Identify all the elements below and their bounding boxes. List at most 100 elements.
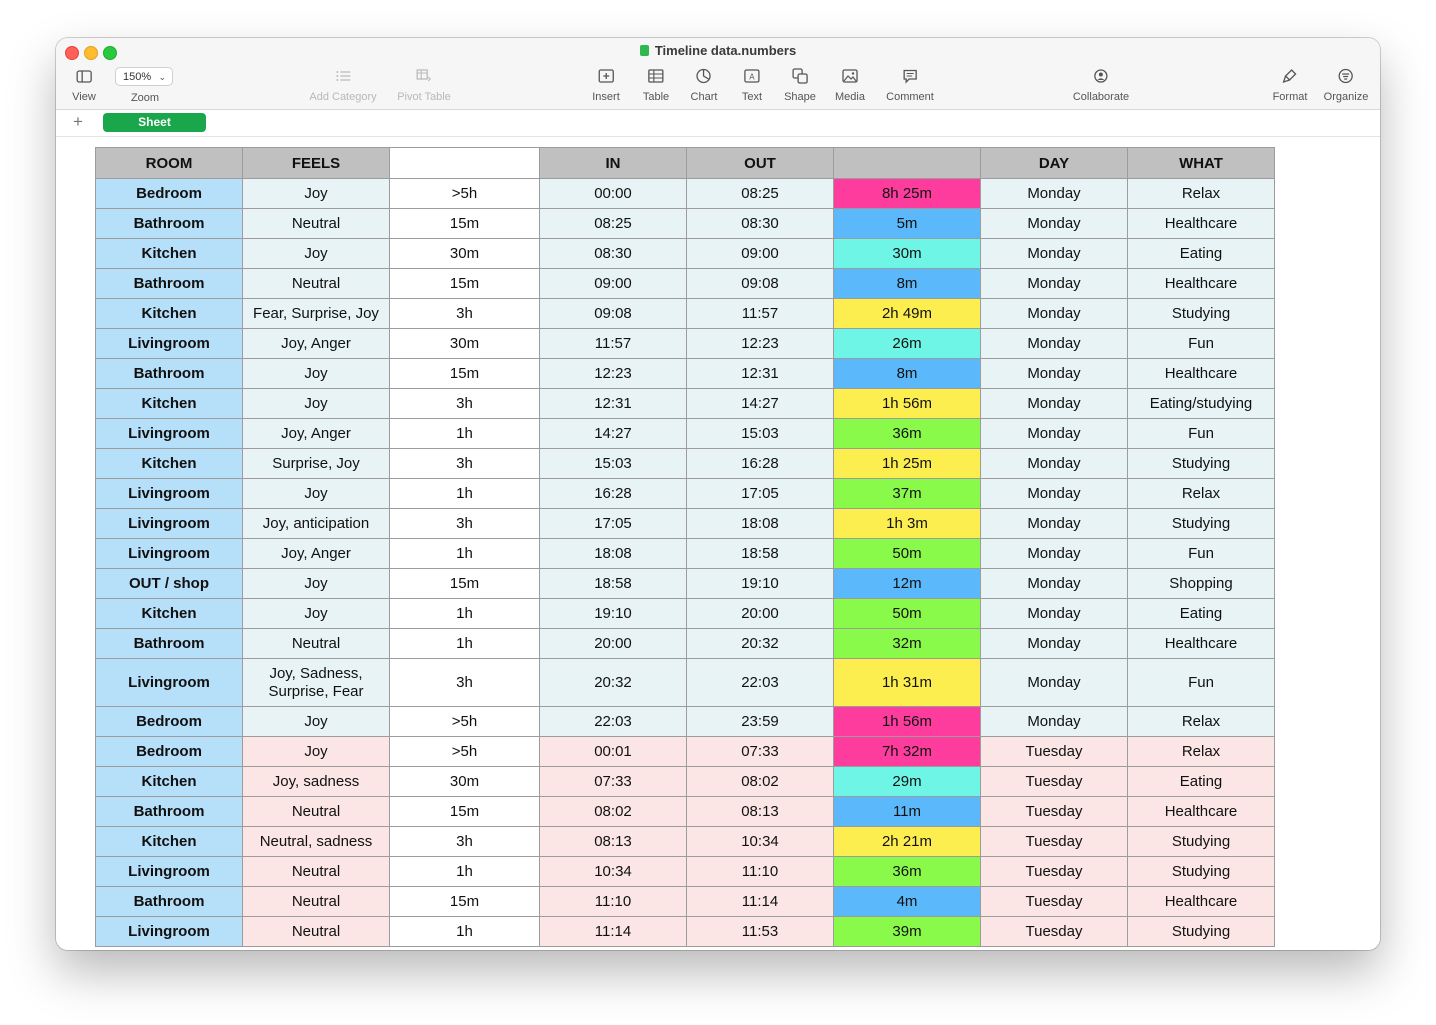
- out-time-cell[interactable]: 10:34: [686, 826, 834, 857]
- day-cell[interactable]: Tuesday: [980, 856, 1128, 887]
- activity-cell[interactable]: Relax: [1127, 478, 1275, 509]
- comment-button[interactable]: Comment: [886, 65, 934, 103]
- in-time-cell[interactable]: 18:08: [539, 538, 687, 569]
- room-cell[interactable]: Bathroom: [95, 358, 243, 389]
- in-time-cell[interactable]: 18:58: [539, 568, 687, 599]
- duration-cell[interactable]: 32m: [833, 628, 981, 659]
- out-time-cell[interactable]: 23:59: [686, 706, 834, 737]
- activity-cell[interactable]: Relax: [1127, 178, 1275, 209]
- day-cell[interactable]: Tuesday: [980, 766, 1128, 797]
- in-time-cell[interactable]: 14:27: [539, 418, 687, 449]
- text-button[interactable]: A Text: [742, 65, 762, 103]
- column-header-day[interactable]: DAY: [980, 147, 1128, 179]
- day-cell[interactable]: Monday: [980, 658, 1128, 707]
- fullscreen-window-button[interactable]: [103, 46, 117, 60]
- feels-cell[interactable]: Joy: [242, 238, 390, 269]
- day-cell[interactable]: Tuesday: [980, 796, 1128, 827]
- activity-cell[interactable]: Healthcare: [1127, 358, 1275, 389]
- range-cell[interactable]: >5h: [389, 178, 540, 209]
- range-cell[interactable]: 3h: [389, 448, 540, 479]
- activity-cell[interactable]: Fun: [1127, 658, 1275, 707]
- chart-button[interactable]: Chart: [691, 65, 717, 103]
- feels-cell[interactable]: Joy, Anger: [242, 538, 390, 569]
- activity-cell[interactable]: Healthcare: [1127, 886, 1275, 917]
- feels-cell[interactable]: Joy: [242, 598, 390, 629]
- activity-cell[interactable]: Healthcare: [1127, 628, 1275, 659]
- room-cell[interactable]: Livingroom: [95, 856, 243, 887]
- out-time-cell[interactable]: 16:28: [686, 448, 834, 479]
- room-cell[interactable]: Livingroom: [95, 478, 243, 509]
- duration-cell[interactable]: 30m: [833, 238, 981, 269]
- duration-cell[interactable]: 1h 25m: [833, 448, 981, 479]
- range-cell[interactable]: 1h: [389, 598, 540, 629]
- in-time-cell[interactable]: 08:30: [539, 238, 687, 269]
- room-cell[interactable]: Bedroom: [95, 706, 243, 737]
- activity-cell[interactable]: Fun: [1127, 328, 1275, 359]
- feels-cell[interactable]: Joy: [242, 358, 390, 389]
- in-time-cell[interactable]: 08:25: [539, 208, 687, 239]
- day-cell[interactable]: Tuesday: [980, 916, 1128, 947]
- out-time-cell[interactable]: 15:03: [686, 418, 834, 449]
- feels-cell[interactable]: Neutral: [242, 886, 390, 917]
- duration-cell[interactable]: 29m: [833, 766, 981, 797]
- room-cell[interactable]: Bedroom: [95, 736, 243, 767]
- in-time-cell[interactable]: 11:57: [539, 328, 687, 359]
- out-time-cell[interactable]: 11:10: [686, 856, 834, 887]
- duration-cell[interactable]: 11m: [833, 796, 981, 827]
- zoom-select[interactable]: 150% ⌄: [115, 67, 173, 86]
- in-time-cell[interactable]: 09:08: [539, 298, 687, 329]
- out-time-cell[interactable]: 20:00: [686, 598, 834, 629]
- day-cell[interactable]: Monday: [980, 268, 1128, 299]
- room-cell[interactable]: Livingroom: [95, 916, 243, 947]
- in-time-cell[interactable]: 19:10: [539, 598, 687, 629]
- range-cell[interactable]: 30m: [389, 766, 540, 797]
- in-time-cell[interactable]: 20:00: [539, 628, 687, 659]
- organize-button[interactable]: Organize: [1324, 65, 1368, 103]
- day-cell[interactable]: Monday: [980, 628, 1128, 659]
- tab-sheet[interactable]: Sheet: [103, 113, 206, 132]
- duration-cell[interactable]: 50m: [833, 598, 981, 629]
- duration-cell[interactable]: 26m: [833, 328, 981, 359]
- out-time-cell[interactable]: 09:08: [686, 268, 834, 299]
- day-cell[interactable]: Monday: [980, 418, 1128, 449]
- day-cell[interactable]: Monday: [980, 706, 1128, 737]
- column-header-duration[interactable]: [833, 147, 981, 179]
- room-cell[interactable]: Livingroom: [95, 418, 243, 449]
- feels-cell[interactable]: Joy: [242, 568, 390, 599]
- room-cell[interactable]: Kitchen: [95, 388, 243, 419]
- room-cell[interactable]: Bathroom: [95, 628, 243, 659]
- feels-cell[interactable]: Joy: [242, 706, 390, 737]
- out-time-cell[interactable]: 22:03: [686, 658, 834, 707]
- feels-cell[interactable]: Neutral, sadness: [242, 826, 390, 857]
- column-header-what[interactable]: WHAT: [1127, 147, 1275, 179]
- feels-cell[interactable]: Joy, anticipation: [242, 508, 390, 539]
- range-cell[interactable]: 15m: [389, 268, 540, 299]
- activity-cell[interactable]: Eating: [1127, 238, 1275, 269]
- feels-cell[interactable]: Joy: [242, 388, 390, 419]
- range-cell[interactable]: 1h: [389, 916, 540, 947]
- in-time-cell[interactable]: 15:03: [539, 448, 687, 479]
- in-time-cell[interactable]: 09:00: [539, 268, 687, 299]
- activity-cell[interactable]: Studying: [1127, 916, 1275, 947]
- activity-cell[interactable]: Studying: [1127, 298, 1275, 329]
- in-time-cell[interactable]: 11:14: [539, 916, 687, 947]
- day-cell[interactable]: Monday: [980, 238, 1128, 269]
- feels-cell[interactable]: Neutral: [242, 856, 390, 887]
- room-cell[interactable]: Livingroom: [95, 508, 243, 539]
- duration-cell[interactable]: 5m: [833, 208, 981, 239]
- day-cell[interactable]: Monday: [980, 178, 1128, 209]
- day-cell[interactable]: Monday: [980, 598, 1128, 629]
- feels-cell[interactable]: Fear, Surprise, Joy: [242, 298, 390, 329]
- in-time-cell[interactable]: 16:28: [539, 478, 687, 509]
- range-cell[interactable]: 1h: [389, 538, 540, 569]
- day-cell[interactable]: Monday: [980, 448, 1128, 479]
- day-cell[interactable]: Monday: [980, 538, 1128, 569]
- day-cell[interactable]: Monday: [980, 358, 1128, 389]
- room-cell[interactable]: Kitchen: [95, 448, 243, 479]
- feels-cell[interactable]: Joy, Anger: [242, 418, 390, 449]
- room-cell[interactable]: Kitchen: [95, 826, 243, 857]
- room-cell[interactable]: OUT / shop: [95, 568, 243, 599]
- range-cell[interactable]: 30m: [389, 328, 540, 359]
- range-cell[interactable]: 15m: [389, 208, 540, 239]
- range-cell[interactable]: 1h: [389, 856, 540, 887]
